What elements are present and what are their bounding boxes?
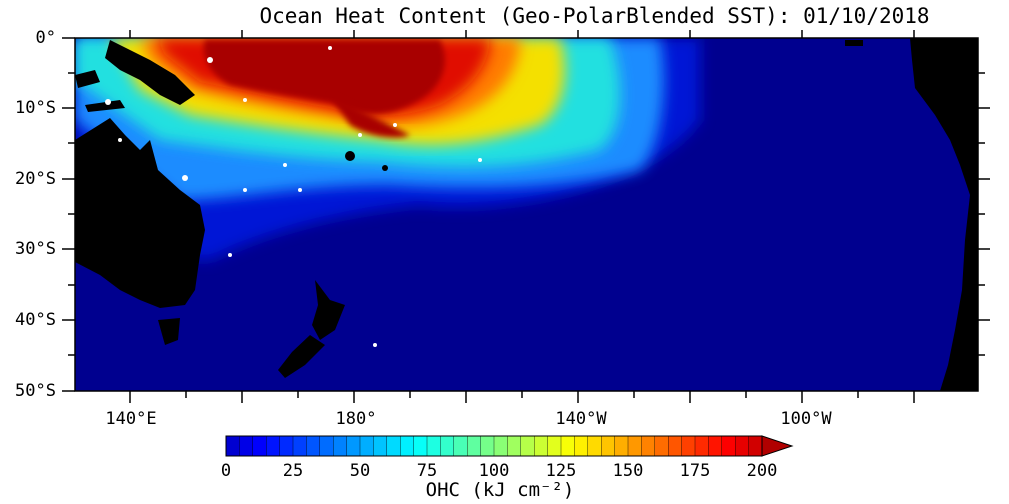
colorbar-segment <box>708 435 723 457</box>
colorbar-segment <box>735 435 750 457</box>
new-guinea <box>105 40 195 105</box>
colorbar-segment <box>373 435 388 457</box>
colorbar-segment <box>453 435 468 457</box>
cb-label-25: 25 <box>282 461 304 481</box>
colorbar-units: OHC (kJ cm⁻²) <box>425 479 575 501</box>
y-label-40s: 40°S <box>15 310 56 330</box>
map-title: Ocean Heat Content (Geo-PolarBlended SST… <box>259 4 930 28</box>
colorbar-segment <box>507 435 522 457</box>
cb-label-125: 125 <box>545 461 577 481</box>
colorbar-segment <box>694 435 710 457</box>
colorbar-segment <box>426 435 442 457</box>
x-ticks <box>129 30 915 403</box>
x-label-180: 180° <box>335 409 377 429</box>
new-zealand-south <box>278 335 325 378</box>
colorbar-segment <box>614 435 629 457</box>
cb-label-0: 0 <box>220 461 232 481</box>
colorbar-segment <box>359 435 375 457</box>
colorbar-segment <box>319 435 334 457</box>
colorbar-segment <box>467 435 482 457</box>
colorbar-segment <box>386 435 401 457</box>
land <box>75 38 978 391</box>
cb-label-200: 200 <box>746 461 778 481</box>
colorbar-segment <box>493 435 509 457</box>
colorbar-segment <box>587 435 602 457</box>
colorbar-segment <box>641 435 656 457</box>
australia <box>75 118 205 308</box>
colorbar-segment <box>239 435 254 457</box>
colorbar-segment <box>279 435 294 457</box>
colorbar-segment <box>252 435 267 457</box>
cb-label-75: 75 <box>416 461 438 481</box>
south-america <box>910 38 978 391</box>
colorbar-segment <box>627 435 643 457</box>
y-label-10s: 10°S <box>15 98 56 118</box>
colorbar-segment <box>292 435 308 457</box>
colorbar-segment <box>480 435 495 457</box>
y-label-0: 0° <box>35 28 56 48</box>
colorbar-segment <box>413 435 428 457</box>
x-label-100w: 100°W <box>780 409 832 429</box>
colorbar-segment <box>574 435 589 457</box>
colorbar-segment <box>400 435 415 457</box>
y-label-30s: 30°S <box>15 239 56 259</box>
colorbar-segment <box>520 435 535 457</box>
colorbar-segment <box>560 435 576 457</box>
colorbar-segment <box>681 435 696 457</box>
colorbar-segment <box>668 435 683 457</box>
colorbar-segment <box>306 435 321 457</box>
colorbar-segment <box>534 435 549 457</box>
colorbar-segment <box>333 435 348 457</box>
cb-label-150: 150 <box>612 461 644 481</box>
colorbar-segment <box>721 435 736 457</box>
new-zealand-north <box>312 280 345 340</box>
cb-label-50: 50 <box>349 461 371 481</box>
y-label-50s: 50°S <box>15 381 56 401</box>
heat-field <box>75 38 700 260</box>
x-label-140e: 140°E <box>105 409 157 429</box>
colorbar-segment <box>547 435 562 457</box>
x-label-140w: 140°W <box>555 409 607 429</box>
cb-label-175: 175 <box>679 461 711 481</box>
colorbar-segment <box>748 435 763 457</box>
missing-data-specks <box>105 46 482 347</box>
y-ticks <box>62 37 990 392</box>
colorbar <box>225 435 763 457</box>
colorbar-segment <box>346 435 361 457</box>
colorbar-frame <box>225 435 763 457</box>
colorbar-extend-arrow <box>761 435 794 457</box>
colorbar-segment <box>225 435 241 457</box>
tasmania <box>158 318 180 345</box>
y-label-20s: 20°S <box>15 169 56 189</box>
colorbar-segment <box>601 435 616 457</box>
colorbar-segment <box>440 435 455 457</box>
colorbar-segment <box>654 435 669 457</box>
colorbar-segment <box>266 435 281 457</box>
cb-label-100: 100 <box>478 461 510 481</box>
